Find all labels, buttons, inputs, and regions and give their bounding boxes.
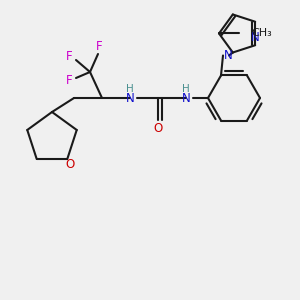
- Text: F: F: [66, 50, 72, 62]
- Text: O: O: [66, 158, 75, 170]
- Text: H: H: [126, 84, 134, 94]
- Text: N: N: [126, 92, 134, 104]
- Text: CH₃: CH₃: [251, 28, 272, 38]
- Text: F: F: [66, 74, 72, 88]
- Text: N: N: [251, 31, 260, 44]
- Text: O: O: [153, 122, 163, 134]
- Text: H: H: [182, 84, 190, 94]
- Text: N: N: [182, 92, 190, 104]
- Text: N: N: [224, 49, 232, 62]
- Text: F: F: [96, 40, 102, 53]
